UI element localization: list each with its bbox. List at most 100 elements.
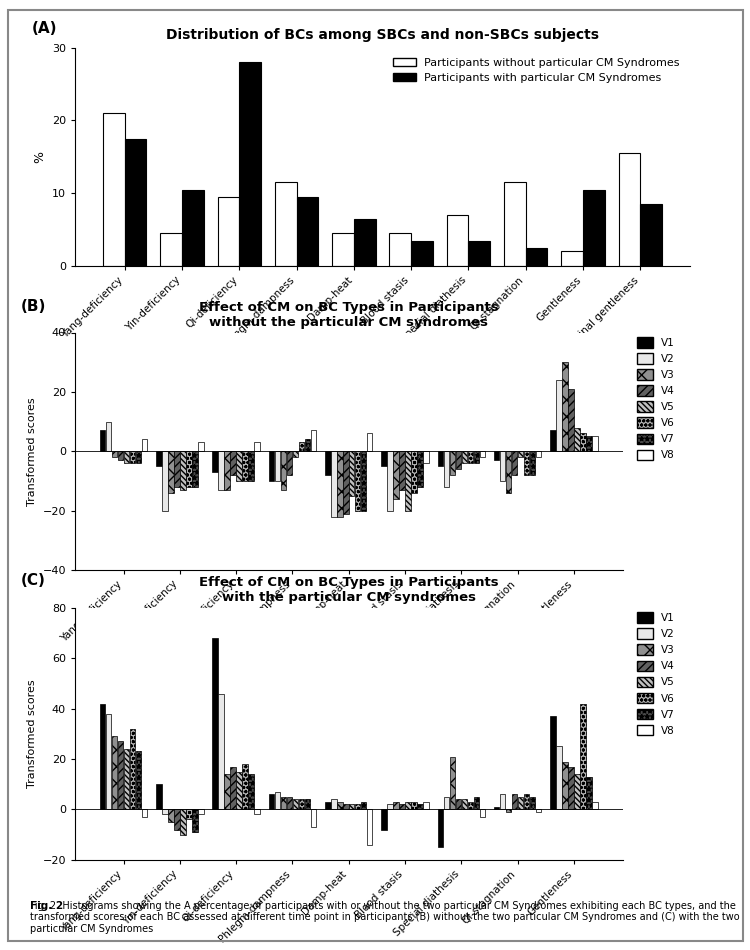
Bar bbox=[355, 451, 361, 511]
Bar bbox=[389, 234, 411, 266]
Bar bbox=[136, 751, 141, 809]
Y-axis label: %: % bbox=[33, 151, 46, 162]
Bar bbox=[399, 805, 405, 809]
Bar bbox=[254, 443, 260, 451]
Bar bbox=[118, 451, 123, 460]
Bar bbox=[286, 451, 292, 475]
Bar bbox=[331, 451, 337, 517]
Bar bbox=[561, 252, 583, 266]
Bar bbox=[168, 451, 174, 493]
Bar bbox=[361, 451, 367, 511]
Bar bbox=[444, 451, 449, 486]
Bar bbox=[112, 736, 117, 809]
Bar bbox=[310, 809, 316, 827]
Bar bbox=[248, 774, 254, 809]
Bar bbox=[274, 791, 280, 809]
Bar bbox=[438, 451, 443, 466]
Bar bbox=[310, 430, 316, 451]
Bar bbox=[524, 794, 530, 809]
Bar bbox=[580, 433, 586, 451]
Bar bbox=[130, 729, 135, 809]
Bar bbox=[467, 451, 473, 464]
Bar bbox=[242, 451, 248, 481]
Bar bbox=[156, 451, 162, 466]
Bar bbox=[494, 451, 500, 460]
Bar bbox=[212, 451, 218, 472]
Title: Effect of CM on BC Types in Participants
without the particular CM syndromes: Effect of CM on BC Types in Participants… bbox=[199, 300, 499, 329]
Bar bbox=[156, 785, 162, 809]
Y-axis label: Transformed scores: Transformed scores bbox=[27, 679, 37, 788]
Bar bbox=[530, 451, 536, 475]
Bar bbox=[381, 451, 387, 466]
Bar bbox=[331, 799, 337, 809]
Bar bbox=[355, 805, 361, 809]
Bar bbox=[455, 799, 461, 809]
Bar bbox=[574, 428, 580, 451]
Bar bbox=[100, 430, 106, 451]
Bar bbox=[103, 113, 125, 266]
Bar bbox=[411, 240, 433, 266]
Bar bbox=[536, 809, 542, 812]
Bar bbox=[230, 767, 236, 809]
Bar bbox=[586, 436, 592, 451]
Bar bbox=[186, 451, 191, 486]
Bar bbox=[304, 439, 310, 451]
Bar bbox=[298, 799, 304, 809]
Bar bbox=[530, 797, 536, 809]
Title: Distribution of BCs among SBCs and non-SBCs subjects: Distribution of BCs among SBCs and non-S… bbox=[166, 28, 599, 42]
Bar bbox=[130, 451, 135, 464]
Bar bbox=[479, 809, 485, 817]
Bar bbox=[286, 797, 292, 809]
Bar bbox=[461, 799, 467, 809]
Legend: Participants without particular CM Syndromes, Participants with particular CM Sy: Participants without particular CM Syndr… bbox=[389, 53, 685, 87]
Bar bbox=[586, 777, 592, 809]
Bar bbox=[568, 767, 574, 809]
Bar bbox=[192, 451, 197, 486]
Bar bbox=[136, 451, 141, 464]
Text: (A): (A) bbox=[32, 21, 58, 36]
Bar bbox=[524, 451, 530, 475]
Bar bbox=[106, 713, 111, 809]
Bar bbox=[230, 451, 236, 475]
Bar bbox=[217, 197, 239, 266]
Title: Effect of CM on BC Types in Participants
with the particular CM syndromes: Effect of CM on BC Types in Participants… bbox=[199, 576, 499, 604]
Bar bbox=[292, 799, 298, 809]
Bar bbox=[174, 451, 180, 486]
Bar bbox=[212, 638, 218, 809]
Bar bbox=[393, 802, 399, 809]
Bar bbox=[500, 451, 506, 481]
Bar bbox=[349, 451, 355, 496]
Bar bbox=[556, 747, 562, 809]
Bar bbox=[455, 451, 461, 469]
Bar bbox=[417, 805, 423, 809]
Bar bbox=[112, 451, 117, 457]
Bar bbox=[473, 797, 479, 809]
Bar bbox=[512, 794, 517, 809]
Bar bbox=[198, 809, 203, 814]
Bar bbox=[106, 422, 111, 451]
Bar bbox=[280, 451, 286, 490]
Bar bbox=[387, 805, 393, 809]
Text: Fig. 2  Histograms showing the A percentage of participants with or without the : Fig. 2 Histograms showing the A percenta… bbox=[30, 901, 740, 934]
Bar bbox=[506, 809, 512, 812]
Bar bbox=[168, 809, 174, 822]
Bar bbox=[296, 197, 318, 266]
Bar bbox=[405, 451, 411, 511]
Bar bbox=[361, 802, 367, 809]
Bar bbox=[349, 805, 355, 809]
Bar bbox=[619, 153, 640, 266]
Bar bbox=[100, 704, 106, 809]
Bar bbox=[512, 451, 517, 475]
Bar bbox=[325, 802, 331, 809]
Bar bbox=[367, 433, 373, 451]
Bar bbox=[337, 451, 343, 517]
Bar bbox=[506, 451, 512, 493]
Bar bbox=[218, 694, 224, 809]
Text: (B): (B) bbox=[20, 299, 46, 314]
Bar bbox=[399, 451, 405, 490]
Bar bbox=[124, 139, 146, 266]
Bar bbox=[580, 704, 586, 809]
Bar bbox=[381, 809, 387, 829]
Bar bbox=[467, 802, 473, 809]
Bar bbox=[325, 451, 331, 475]
